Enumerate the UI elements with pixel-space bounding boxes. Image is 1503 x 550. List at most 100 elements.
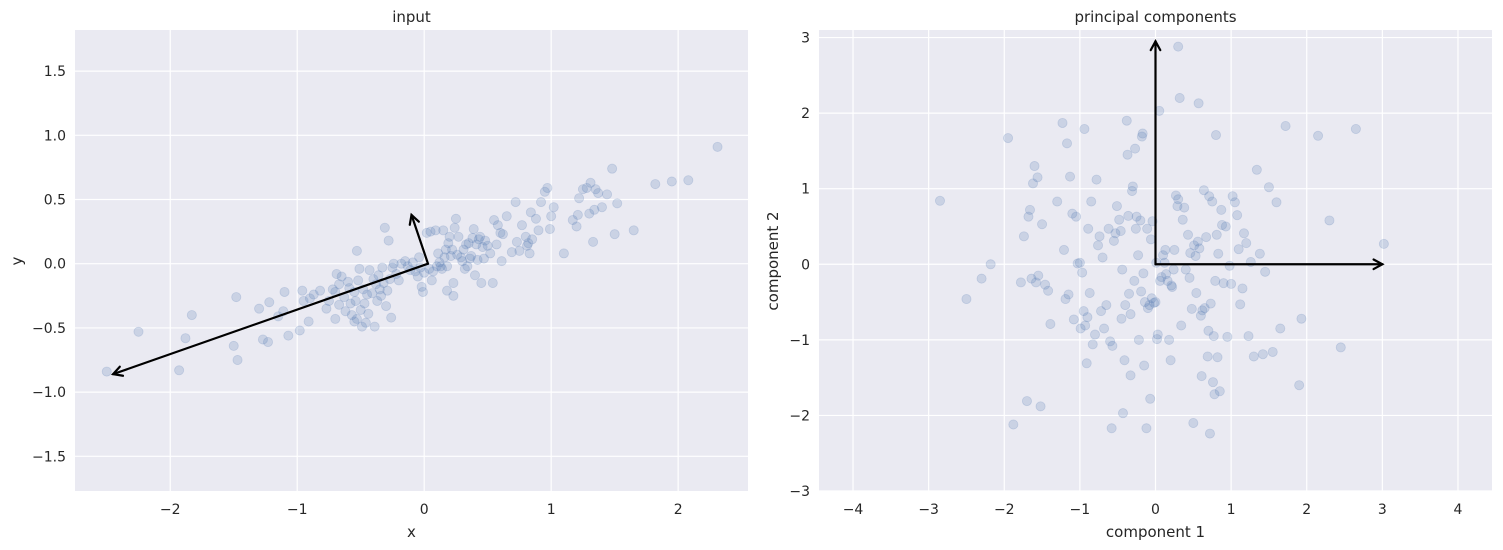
x-axis-label: component 1 <box>1106 523 1205 541</box>
data-point <box>334 279 345 290</box>
data-point <box>448 277 459 288</box>
data-point <box>1129 275 1140 286</box>
data-point <box>478 253 489 264</box>
data-point <box>439 252 450 263</box>
x-tick-label: −1 <box>287 502 308 518</box>
data-point <box>304 293 315 304</box>
data-point <box>1210 275 1221 286</box>
y-tick-label: 0.0 <box>44 257 66 273</box>
data-point <box>1125 309 1136 320</box>
data-point <box>1003 133 1014 144</box>
data-point <box>416 281 427 292</box>
data-point <box>544 224 555 235</box>
data-point <box>372 295 383 306</box>
data-point <box>456 252 467 263</box>
data-point <box>351 245 362 256</box>
data-point <box>1082 312 1093 323</box>
data-point <box>327 284 338 295</box>
data-point <box>438 225 449 236</box>
plot-area-input <box>75 30 748 491</box>
data-point <box>1190 250 1201 261</box>
data-point <box>1148 297 1159 308</box>
data-point <box>440 244 451 255</box>
y-axis-label: y <box>8 256 26 265</box>
data-point <box>1195 310 1206 321</box>
data-point <box>1072 258 1083 269</box>
data-point <box>1114 214 1125 225</box>
data-point <box>1123 210 1134 221</box>
data-point <box>435 261 446 272</box>
data-point <box>336 271 347 282</box>
data-point <box>482 240 493 251</box>
x-tick-label: 1 <box>1227 502 1236 518</box>
data-point <box>1174 93 1185 104</box>
data-point <box>1145 393 1156 404</box>
pca-arrow <box>1154 258 1385 271</box>
data-point <box>516 220 527 231</box>
data-point <box>596 202 607 213</box>
data-point <box>1083 223 1094 234</box>
data-point <box>1220 221 1231 232</box>
data-point <box>350 295 361 306</box>
data-point <box>1170 190 1181 201</box>
pca-arrow <box>1149 39 1162 266</box>
data-point <box>976 273 987 284</box>
data-point <box>321 303 332 314</box>
pca-arrow <box>110 262 430 377</box>
data-point <box>364 265 375 276</box>
data-point <box>522 240 533 251</box>
data-point <box>1226 278 1237 289</box>
data-point <box>1224 260 1235 271</box>
data-point <box>1077 267 1088 278</box>
data-point <box>1122 149 1133 160</box>
data-point <box>524 248 535 259</box>
data-point <box>1267 346 1278 357</box>
data-point <box>1199 303 1210 314</box>
data-point <box>1130 143 1141 154</box>
data-point <box>1032 172 1043 183</box>
data-point <box>1213 248 1224 259</box>
data-point <box>487 277 498 288</box>
data-point <box>1162 275 1173 286</box>
data-point <box>530 213 541 224</box>
data-point <box>1138 268 1149 279</box>
data-point <box>308 289 319 300</box>
data-point <box>186 310 197 321</box>
chart-principal-components: −4 −3 −2 −1 0 1 2 3 4 −3 −2 −1 0 1 2 3 principal compo… <box>764 8 1492 541</box>
data-point <box>628 225 639 236</box>
data-point <box>447 244 458 255</box>
x-tick-label: 2 <box>674 502 683 518</box>
data-point <box>602 189 613 200</box>
data-point <box>1201 232 1212 243</box>
data-point <box>1210 130 1221 141</box>
data-point <box>400 256 411 267</box>
x-ticks-principal-components: −4 −3 −2 −1 0 1 2 3 4 <box>843 502 1463 518</box>
data-point <box>467 233 478 244</box>
data-point <box>584 208 595 219</box>
data-point <box>417 286 428 297</box>
data-point <box>985 259 996 270</box>
data-point <box>1156 272 1167 283</box>
data-point <box>387 262 398 273</box>
data-point <box>1127 181 1138 192</box>
data-point <box>351 313 362 324</box>
data-point <box>1142 303 1153 314</box>
data-point <box>1146 293 1157 304</box>
data-point <box>492 220 503 231</box>
data-point <box>1139 297 1150 308</box>
data-point <box>1027 178 1038 189</box>
data-point <box>477 242 488 253</box>
data-point <box>1294 380 1305 391</box>
data-point <box>1254 248 1265 259</box>
data-point <box>1133 250 1144 261</box>
data-point <box>1084 287 1095 298</box>
data-point <box>174 365 185 376</box>
data-point <box>1136 286 1147 297</box>
data-point <box>1139 360 1150 371</box>
data-point <box>353 275 364 286</box>
data-point <box>1155 275 1166 286</box>
data-point <box>430 225 441 236</box>
data-point <box>362 289 373 300</box>
data-point <box>514 245 525 256</box>
chart-title: input <box>392 8 431 26</box>
